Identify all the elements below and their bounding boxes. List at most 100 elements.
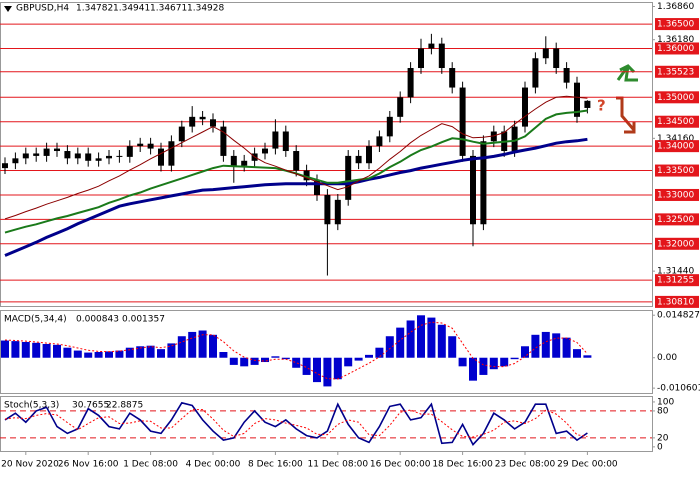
candle-body [449, 68, 456, 88]
candle-body [584, 100, 591, 108]
y-tick-label: 1.34160 [657, 134, 694, 144]
candle-body [95, 158, 102, 161]
stoch-main-value: 30.7655 [72, 401, 109, 411]
down-arrow [616, 96, 636, 131]
macd-bar [531, 334, 540, 358]
x-tick-label: 23 Dec 08:00 [495, 460, 556, 470]
candle-body [54, 148, 60, 152]
indicator-line [4, 321, 588, 380]
macd-title: MACD(5,34,4) [4, 315, 67, 325]
x-tick-label: 1 Dec 08:00 [123, 460, 178, 470]
candle-body [43, 148, 50, 156]
macd-bar [250, 357, 259, 365]
y-tick-label: 0.014827 [657, 311, 700, 321]
macd-bar [417, 315, 425, 358]
candle-body [272, 131, 279, 149]
macd-bar [573, 349, 581, 358]
y-tick-label: 0.00 [657, 353, 677, 363]
stoch-signal-value: 22.8875 [106, 401, 143, 411]
macd-bar [11, 341, 20, 358]
y-tick-label: 80 [657, 406, 669, 416]
candle-body [345, 155, 352, 200]
macd-bar [541, 331, 550, 358]
candle-body [22, 153, 29, 159]
macd-bar [188, 331, 197, 358]
level-label: 1.34500 [657, 117, 694, 127]
candle-body [241, 160, 248, 166]
macd-bar [177, 336, 186, 358]
macd-bar [1, 340, 9, 358]
macd-bar [354, 357, 363, 361]
low-value: 1.34671 [150, 4, 187, 14]
candle-body [376, 136, 383, 147]
candle-body [532, 58, 539, 88]
level-label: 1.36000 [657, 44, 694, 54]
candle-body [33, 153, 40, 156]
candle-body [418, 48, 424, 69]
x-tick-label: 4 Dec 00:00 [186, 460, 241, 470]
y-tick-label: 100 [657, 397, 674, 407]
level-label: 1.35523 [657, 67, 694, 77]
macd-bar [73, 350, 82, 358]
macd-bar [292, 357, 301, 368]
y-tick-label: 1.31440 [657, 267, 694, 277]
candle-body [64, 151, 71, 159]
candle-body [366, 146, 372, 164]
macd-bar [105, 351, 113, 358]
candle-body [480, 141, 487, 225]
macd-value: 0.000843 [76, 315, 119, 325]
candle-body [147, 143, 154, 149]
macd-bar [281, 357, 290, 360]
macd-bar [479, 357, 488, 375]
macd-bar [552, 333, 561, 358]
indicator-line [4, 137, 588, 257]
macd-bar [240, 357, 249, 367]
down-arrow-head [624, 122, 636, 134]
x-tick-label: 18 Dec 16:00 [432, 460, 493, 470]
candle-body [459, 87, 466, 156]
macd-bar [406, 320, 415, 358]
annotation: ? [597, 97, 606, 115]
price-panel [0, 2, 653, 307]
open-value: 1.34782 [76, 4, 113, 14]
macd-bar [344, 357, 353, 367]
macd-bar [469, 357, 477, 381]
macd-bar [448, 336, 457, 358]
macd-bar [562, 337, 571, 358]
level-label-box [655, 237, 699, 250]
up-arrow [616, 65, 638, 82]
level-label: 1.32500 [657, 215, 694, 225]
up-arrow-head [619, 64, 636, 74]
candle-body [428, 43, 435, 49]
candle-body [522, 87, 528, 127]
y-tick-label: -0.010601 [657, 384, 700, 394]
macd-bar [261, 357, 269, 363]
macd-bar [302, 357, 311, 375]
macd-bar [219, 352, 228, 358]
level-label-box [655, 164, 699, 177]
level-label: 1.33000 [657, 190, 694, 200]
level-label: 1.36500 [657, 20, 694, 30]
level-label-box [655, 188, 699, 201]
macd-bar [313, 357, 321, 383]
y-tick-label: 20 [657, 433, 669, 443]
candle-body [85, 153, 92, 161]
macd-bar [136, 346, 145, 358]
level-label-box [655, 213, 699, 226]
level-label: 1.34000 [657, 142, 694, 152]
candle-body [168, 141, 175, 166]
candle-body [220, 126, 227, 156]
macd-bar [63, 347, 72, 358]
x-tick-label: 29 Dec 00:00 [557, 460, 618, 470]
candle-body [199, 116, 206, 120]
candle-body [303, 170, 310, 181]
level-label: 1.32000 [657, 239, 694, 249]
macd-bar [437, 324, 446, 358]
macd-bar [32, 342, 41, 358]
x-tick-label: 20 Nov 2020 [1, 460, 59, 470]
candle-body [438, 43, 445, 69]
candle-body [210, 119, 216, 127]
macd-bar [94, 352, 103, 358]
stoch-panel [0, 396, 653, 452]
